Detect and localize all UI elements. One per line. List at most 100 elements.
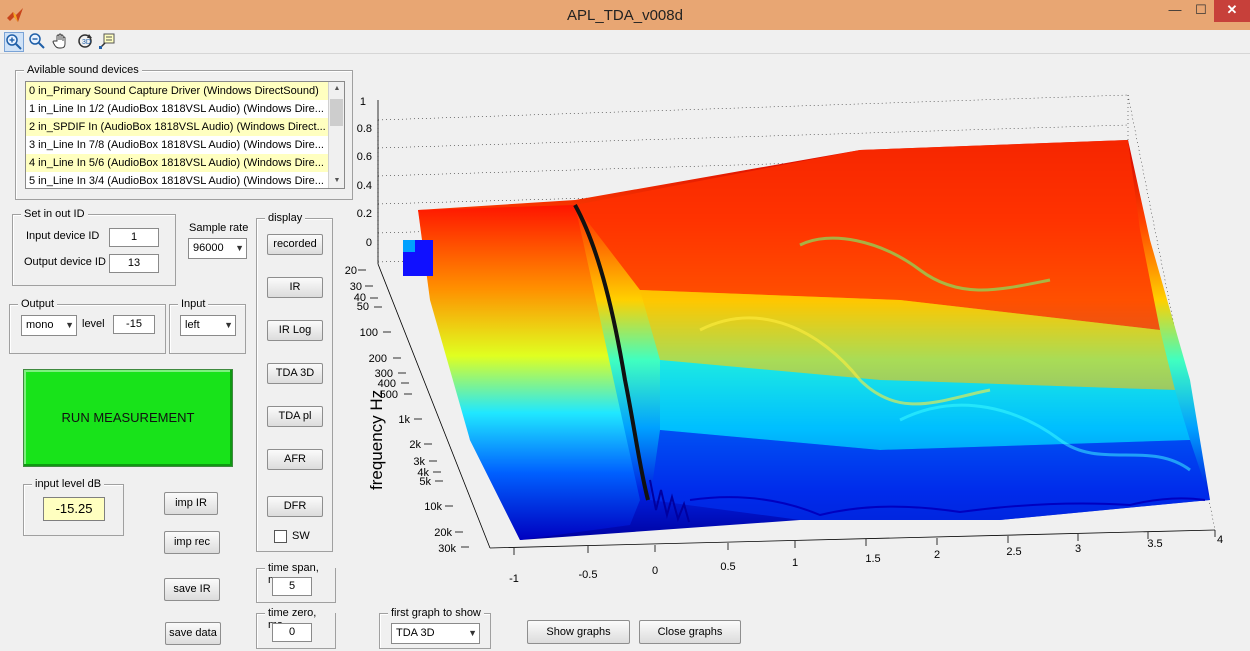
y-tick: 20k [434, 527, 452, 539]
close-graphs-button[interactable]: Close graphs [639, 620, 741, 644]
x-tick: 3.5 [1147, 538, 1162, 550]
y-tick: 100 [360, 327, 378, 339]
y-axis-tickmarks [358, 269, 469, 548]
zoom-out-icon[interactable] [28, 32, 48, 52]
y-tick: 10k [424, 501, 442, 513]
tda-pl-button[interactable]: TDA pl [267, 406, 323, 427]
y-axis-line [377, 263, 491, 549]
matlab-app-icon[interactable] [6, 6, 24, 24]
y-tick: 1k [398, 414, 410, 426]
input-level-legend: input level dB [32, 478, 105, 490]
surface-plot [403, 140, 1210, 540]
devices-listbox[interactable]: 0 in_Primary Sound Capture Driver (Windo… [25, 81, 345, 189]
imp-ir-button[interactable]: imp IR [164, 492, 218, 515]
window-title: APL_TDA_v008d [567, 7, 683, 24]
devices-panel: Avilable sound devices [15, 64, 353, 200]
sample-rate-value: 96000 [193, 242, 224, 254]
y-tick: 20 [345, 265, 357, 277]
first-graph-select[interactable]: TDA 3D ▼ [391, 623, 480, 644]
input-channel-select[interactable]: left ▼ [180, 315, 236, 336]
list-item[interactable]: 1 in_Line In 1/2 (AudioBox 1818VSL Audio… [29, 103, 324, 115]
output-device-id-field[interactable]: 13 [109, 254, 159, 273]
chevron-down-icon: ▼ [235, 243, 244, 253]
output-legend: Output [18, 298, 58, 310]
chevron-down-icon: ▼ [224, 320, 233, 330]
output-mode-value: mono [26, 319, 54, 331]
list-item[interactable]: 5 in_Line In 3/4 (AudioBox 1818VSL Audio… [29, 175, 324, 187]
scroll-thumb[interactable] [330, 99, 343, 126]
rotate-3d-icon[interactable]: 3D [76, 32, 96, 52]
x-tick: 0.5 [720, 561, 735, 573]
y-tick: 500 [380, 389, 398, 401]
y-tick: 40 [354, 292, 366, 304]
recorded-button[interactable]: recorded [267, 234, 323, 255]
time-span-field[interactable]: 5 [272, 577, 312, 596]
x-tick: 1 [792, 557, 798, 569]
sw-checkbox[interactable] [274, 530, 287, 543]
scroll-down-icon[interactable]: ▼ [333, 177, 341, 184]
z-tick: 0.6 [357, 151, 372, 163]
z-tick: 0 [366, 237, 372, 249]
y-tick: 200 [369, 353, 387, 365]
run-measurement-button[interactable]: RUN MEASUREMENT [23, 369, 233, 467]
input-panel: Input [169, 298, 246, 354]
x-tick: 1.5 [865, 553, 880, 565]
input-device-id-field[interactable]: 1 [109, 228, 159, 247]
imp-rec-button[interactable]: imp rec [164, 531, 220, 554]
x-axis-ticks: -1 -0.5 0 0.5 1 1.5 2 2.5 3 3.5 4 [509, 534, 1223, 585]
y-tick: 5k [419, 476, 431, 488]
display-panel: display [256, 212, 333, 552]
first-graph-legend: first graph to show [388, 607, 484, 619]
list-item[interactable]: 4 in_Line In 5/6 (AudioBox 1818VSL Audio… [26, 154, 329, 172]
first-graph-value: TDA 3D [396, 627, 435, 639]
sw-label: SW [292, 530, 310, 542]
zoom-in-icon[interactable] [4, 32, 24, 52]
x-axis-line [489, 529, 1216, 555]
afr-button[interactable]: AFR [267, 449, 323, 470]
svg-text:3D: 3D [82, 39, 91, 46]
display-legend: display [265, 212, 306, 224]
figure-toolbar: 3D [0, 30, 1250, 54]
chevron-down-icon: ▼ [468, 628, 477, 638]
save-data-button[interactable]: save data [165, 622, 221, 645]
tda-3d-button[interactable]: TDA 3D [267, 363, 323, 384]
sample-rate-select[interactable]: 96000 ▼ [188, 238, 247, 259]
output-mode-select[interactable]: mono ▼ [21, 315, 77, 336]
list-item[interactable]: 0 in_Primary Sound Capture Driver (Windo… [26, 82, 329, 100]
input-level-panel: input level dB [23, 478, 124, 536]
dfr-button[interactable]: DFR [267, 496, 323, 517]
close-button[interactable]: ✕ [1214, 0, 1250, 22]
show-graphs-button[interactable]: Show graphs [527, 620, 630, 644]
x-tick: -1 [509, 573, 519, 585]
x-tick: 0 [652, 565, 658, 577]
minimize-button[interactable]: — [1168, 2, 1182, 17]
save-ir-button[interactable]: save IR [164, 578, 220, 601]
scroll-up-icon[interactable]: ▲ [333, 85, 341, 92]
sample-rate-label: Sample rate [189, 222, 249, 234]
first-graph-panel: first graph to show [379, 607, 491, 649]
y-tick: 3k [413, 456, 425, 468]
y-tick: 2k [409, 439, 421, 451]
list-item[interactable]: 3 in_Line In 7/8 (AudioBox 1818VSL Audio… [29, 139, 324, 151]
devices-scrollbar[interactable]: ▲ ▼ [328, 82, 344, 188]
maximize-button[interactable]: ☐ [1195, 2, 1207, 17]
chevron-down-icon: ▼ [65, 320, 74, 330]
tda-3d-plot[interactable]: 1 0.8 0.6 0.4 0.2 0 20 30 40 50 100 200 … [340, 80, 1240, 590]
time-span-legend: time span, ms [265, 562, 335, 586]
ir-button[interactable]: IR [267, 277, 323, 298]
output-device-id-label: Output device ID [24, 256, 106, 268]
y-tick: 30k [438, 543, 456, 555]
io-id-legend: Set in out ID [21, 208, 88, 220]
time-zero-field[interactable]: 0 [272, 623, 312, 642]
output-level-field[interactable]: -15 [113, 315, 155, 334]
x-tick: 3 [1075, 543, 1081, 555]
ir-log-button[interactable]: IR Log [267, 320, 323, 341]
y-tick: 50 [357, 301, 369, 313]
list-item[interactable]: 2 in_SPDIF In (AudioBox 1818VSL Audio) (… [26, 118, 329, 136]
z-tick: 0.2 [357, 208, 372, 220]
pan-hand-icon[interactable] [52, 32, 72, 52]
io-id-panel: Set in out ID [12, 208, 176, 286]
input-channel-value: left [185, 319, 200, 331]
y-tick: 30 [350, 281, 362, 293]
data-cursor-icon[interactable] [98, 32, 118, 52]
